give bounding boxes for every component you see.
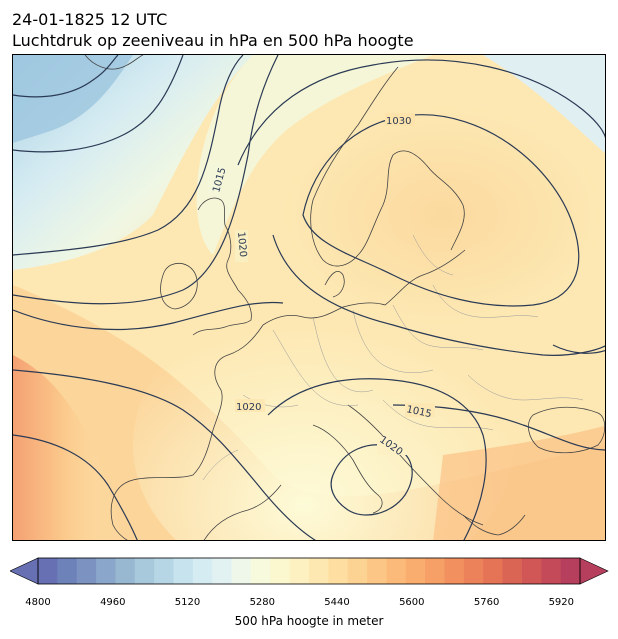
colorbar-extend-low xyxy=(10,557,39,585)
colorbar-label: 500 hPa hoogte in meter xyxy=(234,614,384,628)
colorbar-cell xyxy=(560,558,581,584)
isobar-1005-northwest xyxy=(13,55,119,98)
colorbar-cell xyxy=(309,558,329,584)
coast-scotland xyxy=(197,197,239,291)
colorbar-tick-5440: 5440 xyxy=(324,597,350,608)
colorbar-cell xyxy=(425,558,445,584)
colorbar-cell xyxy=(483,558,504,584)
colorbar-cell xyxy=(38,558,58,584)
colorbar-cell xyxy=(96,558,116,584)
isobar-1020-italy xyxy=(330,444,413,516)
colorbar-tick-5920: 5920 xyxy=(548,597,575,608)
map-title: Luchtdruk op zeeniveau in hPa en 500 hPa… xyxy=(12,31,414,50)
isobar-label-1030: 1030 xyxy=(386,116,411,127)
isobar-1030-scandinavia xyxy=(302,114,580,307)
colorbar-tick-4800: 4800 xyxy=(25,597,51,608)
isobar-1010-southwest xyxy=(13,434,138,540)
colorbar-cell xyxy=(521,558,542,584)
cold-core-northwest xyxy=(13,55,133,143)
colorbar-cell xyxy=(541,558,562,584)
colorbar-cell xyxy=(444,558,465,584)
colorbar-tick-5600: 5600 xyxy=(399,597,425,608)
colorbar-outline xyxy=(37,557,581,585)
coast-denmark xyxy=(324,271,345,298)
country-borders xyxy=(202,234,584,481)
weather-map: 1030 1015 1020 1020 1015 1020 xyxy=(12,54,606,541)
colorbar-cell xyxy=(231,558,252,584)
coast-ireland xyxy=(160,263,198,310)
coast-italy xyxy=(312,424,383,514)
colorbar-tick-5120: 5120 xyxy=(174,597,201,608)
isobar-label-1020-north: 1020 xyxy=(235,231,248,257)
colorbar-cell xyxy=(405,558,426,584)
coast-continent-west xyxy=(262,302,386,326)
isobar-1015-west xyxy=(13,55,244,256)
cold-corner-northeast xyxy=(483,55,605,154)
isobar-1025-north xyxy=(237,59,605,166)
colorbar xyxy=(10,557,609,585)
colorbar-cell xyxy=(347,558,368,584)
colorbar-cell xyxy=(367,558,387,584)
colorbar-cell xyxy=(328,558,349,584)
isobar-1020-central xyxy=(267,378,487,540)
isobar-label-1020-france: 1020 xyxy=(236,402,261,413)
isobar-1010-west xyxy=(13,55,184,153)
coast-sweden-finland xyxy=(357,150,465,256)
isobar-1015-atlantic xyxy=(13,301,284,331)
colorbar-cells xyxy=(38,558,581,584)
colorbar-cell xyxy=(134,558,155,584)
colorbar-cell xyxy=(289,558,310,584)
colorbar-extend-high xyxy=(579,557,609,585)
warm-area-scandinavia xyxy=(283,105,603,325)
colorbar-tick-5760: 5760 xyxy=(473,597,500,608)
map-datetime: 24-01-1825 12 UTC xyxy=(12,10,168,29)
pale-area-central xyxy=(133,295,513,540)
coast-norway xyxy=(310,66,399,267)
colorbar-cell xyxy=(76,558,97,584)
warm-band-southwest xyxy=(13,355,123,540)
colorbar-cell xyxy=(154,558,174,584)
coast-adriatic-balkans xyxy=(347,404,484,526)
coast-baltic-east xyxy=(384,249,466,306)
colorbar-tick-4960: 4960 xyxy=(100,597,126,608)
coast-iberia-south xyxy=(203,484,282,540)
colorbar-cell xyxy=(115,558,136,584)
colorbar-cell xyxy=(192,558,213,584)
colorbar-cell xyxy=(57,558,78,584)
coast-iceland xyxy=(84,55,144,70)
colorbar-cell xyxy=(502,558,523,584)
isobar-1025-ridge xyxy=(272,234,605,356)
colorbar-cell xyxy=(212,558,233,584)
isobar-1015-southwest xyxy=(13,369,316,540)
coast-black-sea xyxy=(528,406,605,454)
colorbar-cell xyxy=(463,558,484,584)
colorbar-cell xyxy=(386,558,407,584)
isobar-1020-west xyxy=(13,55,279,305)
colorbar-cell xyxy=(270,558,291,584)
isobar-label-1015-balkans: 1015 xyxy=(405,404,432,420)
colorbar-tick-5280: 5280 xyxy=(249,597,276,608)
isobars xyxy=(13,55,605,540)
coast-france-iberia xyxy=(110,324,264,540)
colorbar-cell xyxy=(250,558,271,584)
colorbar-cell xyxy=(173,558,194,584)
pale-band-north xyxy=(196,55,433,255)
isobar-labels: 1030 1015 1020 1020 1015 1020 xyxy=(208,113,435,458)
isobar-1020-east xyxy=(552,344,605,354)
